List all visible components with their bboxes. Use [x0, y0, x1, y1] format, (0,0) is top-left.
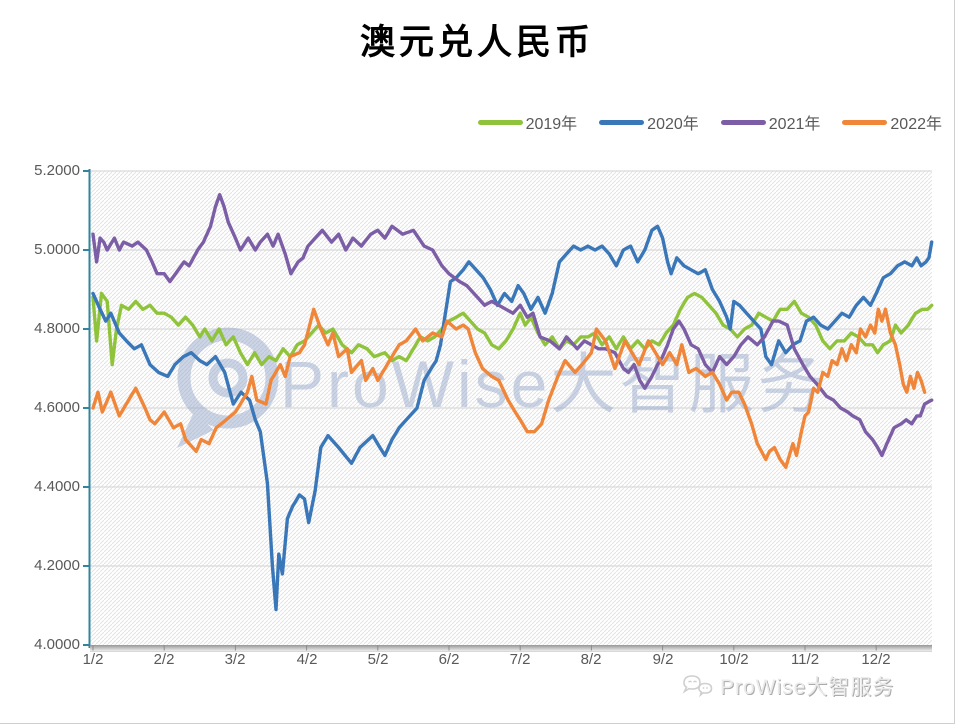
legend-label-2019: 2019年: [525, 116, 578, 133]
chart-title: 澳元兑人民币: [359, 22, 594, 63]
legend-label-2022: 2022年: [890, 116, 942, 133]
legend-swatch-2019: [477, 119, 523, 125]
y-axis-ticks: [83, 170, 90, 646]
x-axis-label: 9/2: [652, 651, 674, 668]
legend-swatch-2021: [720, 119, 766, 125]
x-axis-label: 3/2: [224, 651, 246, 668]
legend-swatch-2020: [599, 119, 645, 125]
x-axis-label: 7/2: [509, 651, 531, 668]
legend-item-2022: 2022年: [842, 110, 942, 134]
legend-item-2019: 2019年: [477, 110, 578, 134]
y-axis-label: 4.4000: [34, 478, 80, 495]
y-axis-label: 4.0000: [34, 636, 80, 653]
x-axis-label: 8/2: [580, 651, 602, 668]
x-axis-label: 5/2: [367, 651, 389, 668]
x-axis-label: 4/2: [296, 651, 318, 668]
y-axis-label: 4.6000: [34, 399, 80, 416]
legend-item-2021: 2021年: [720, 110, 821, 134]
series-line-2020年: [91, 224, 934, 612]
x-axis-label: 10/2: [719, 651, 749, 668]
legend-label-2020: 2020年: [647, 116, 699, 133]
series-line-2021年: [91, 193, 934, 458]
y-axis-label: 4.8000: [34, 320, 80, 337]
x-axis-label: 2/2: [153, 651, 175, 668]
footer-brand: ProWise大智服务: [681, 671, 894, 701]
series-line-2019年: [91, 291, 934, 367]
x-axis-label: 12/2: [861, 651, 891, 668]
y-axis-label: 4.2000: [34, 557, 80, 574]
x-axis-label: 6/2: [438, 651, 460, 668]
series-line-2022年: [91, 307, 927, 469]
series-lines: [91, 193, 934, 612]
x-axis-label: 1/2: [82, 651, 104, 668]
y-axis-label: 5.0000: [34, 241, 80, 258]
legend-item-2020: 2020年: [599, 110, 699, 134]
x-axis-ticks: [92, 645, 877, 651]
footer-brand-text: ProWise大智服务: [720, 676, 895, 699]
x-axis-band: [90, 645, 932, 651]
legend-swatch-2022: [842, 119, 888, 125]
legend-label-2021: 2021年: [768, 116, 821, 133]
prowise-logo-icon: [682, 674, 713, 697]
legend: 2019年 2020年 2021年 2022年: [477, 110, 942, 134]
y-axis-label: 5.2000: [34, 162, 80, 179]
x-axis-label: 11/2: [790, 651, 820, 668]
